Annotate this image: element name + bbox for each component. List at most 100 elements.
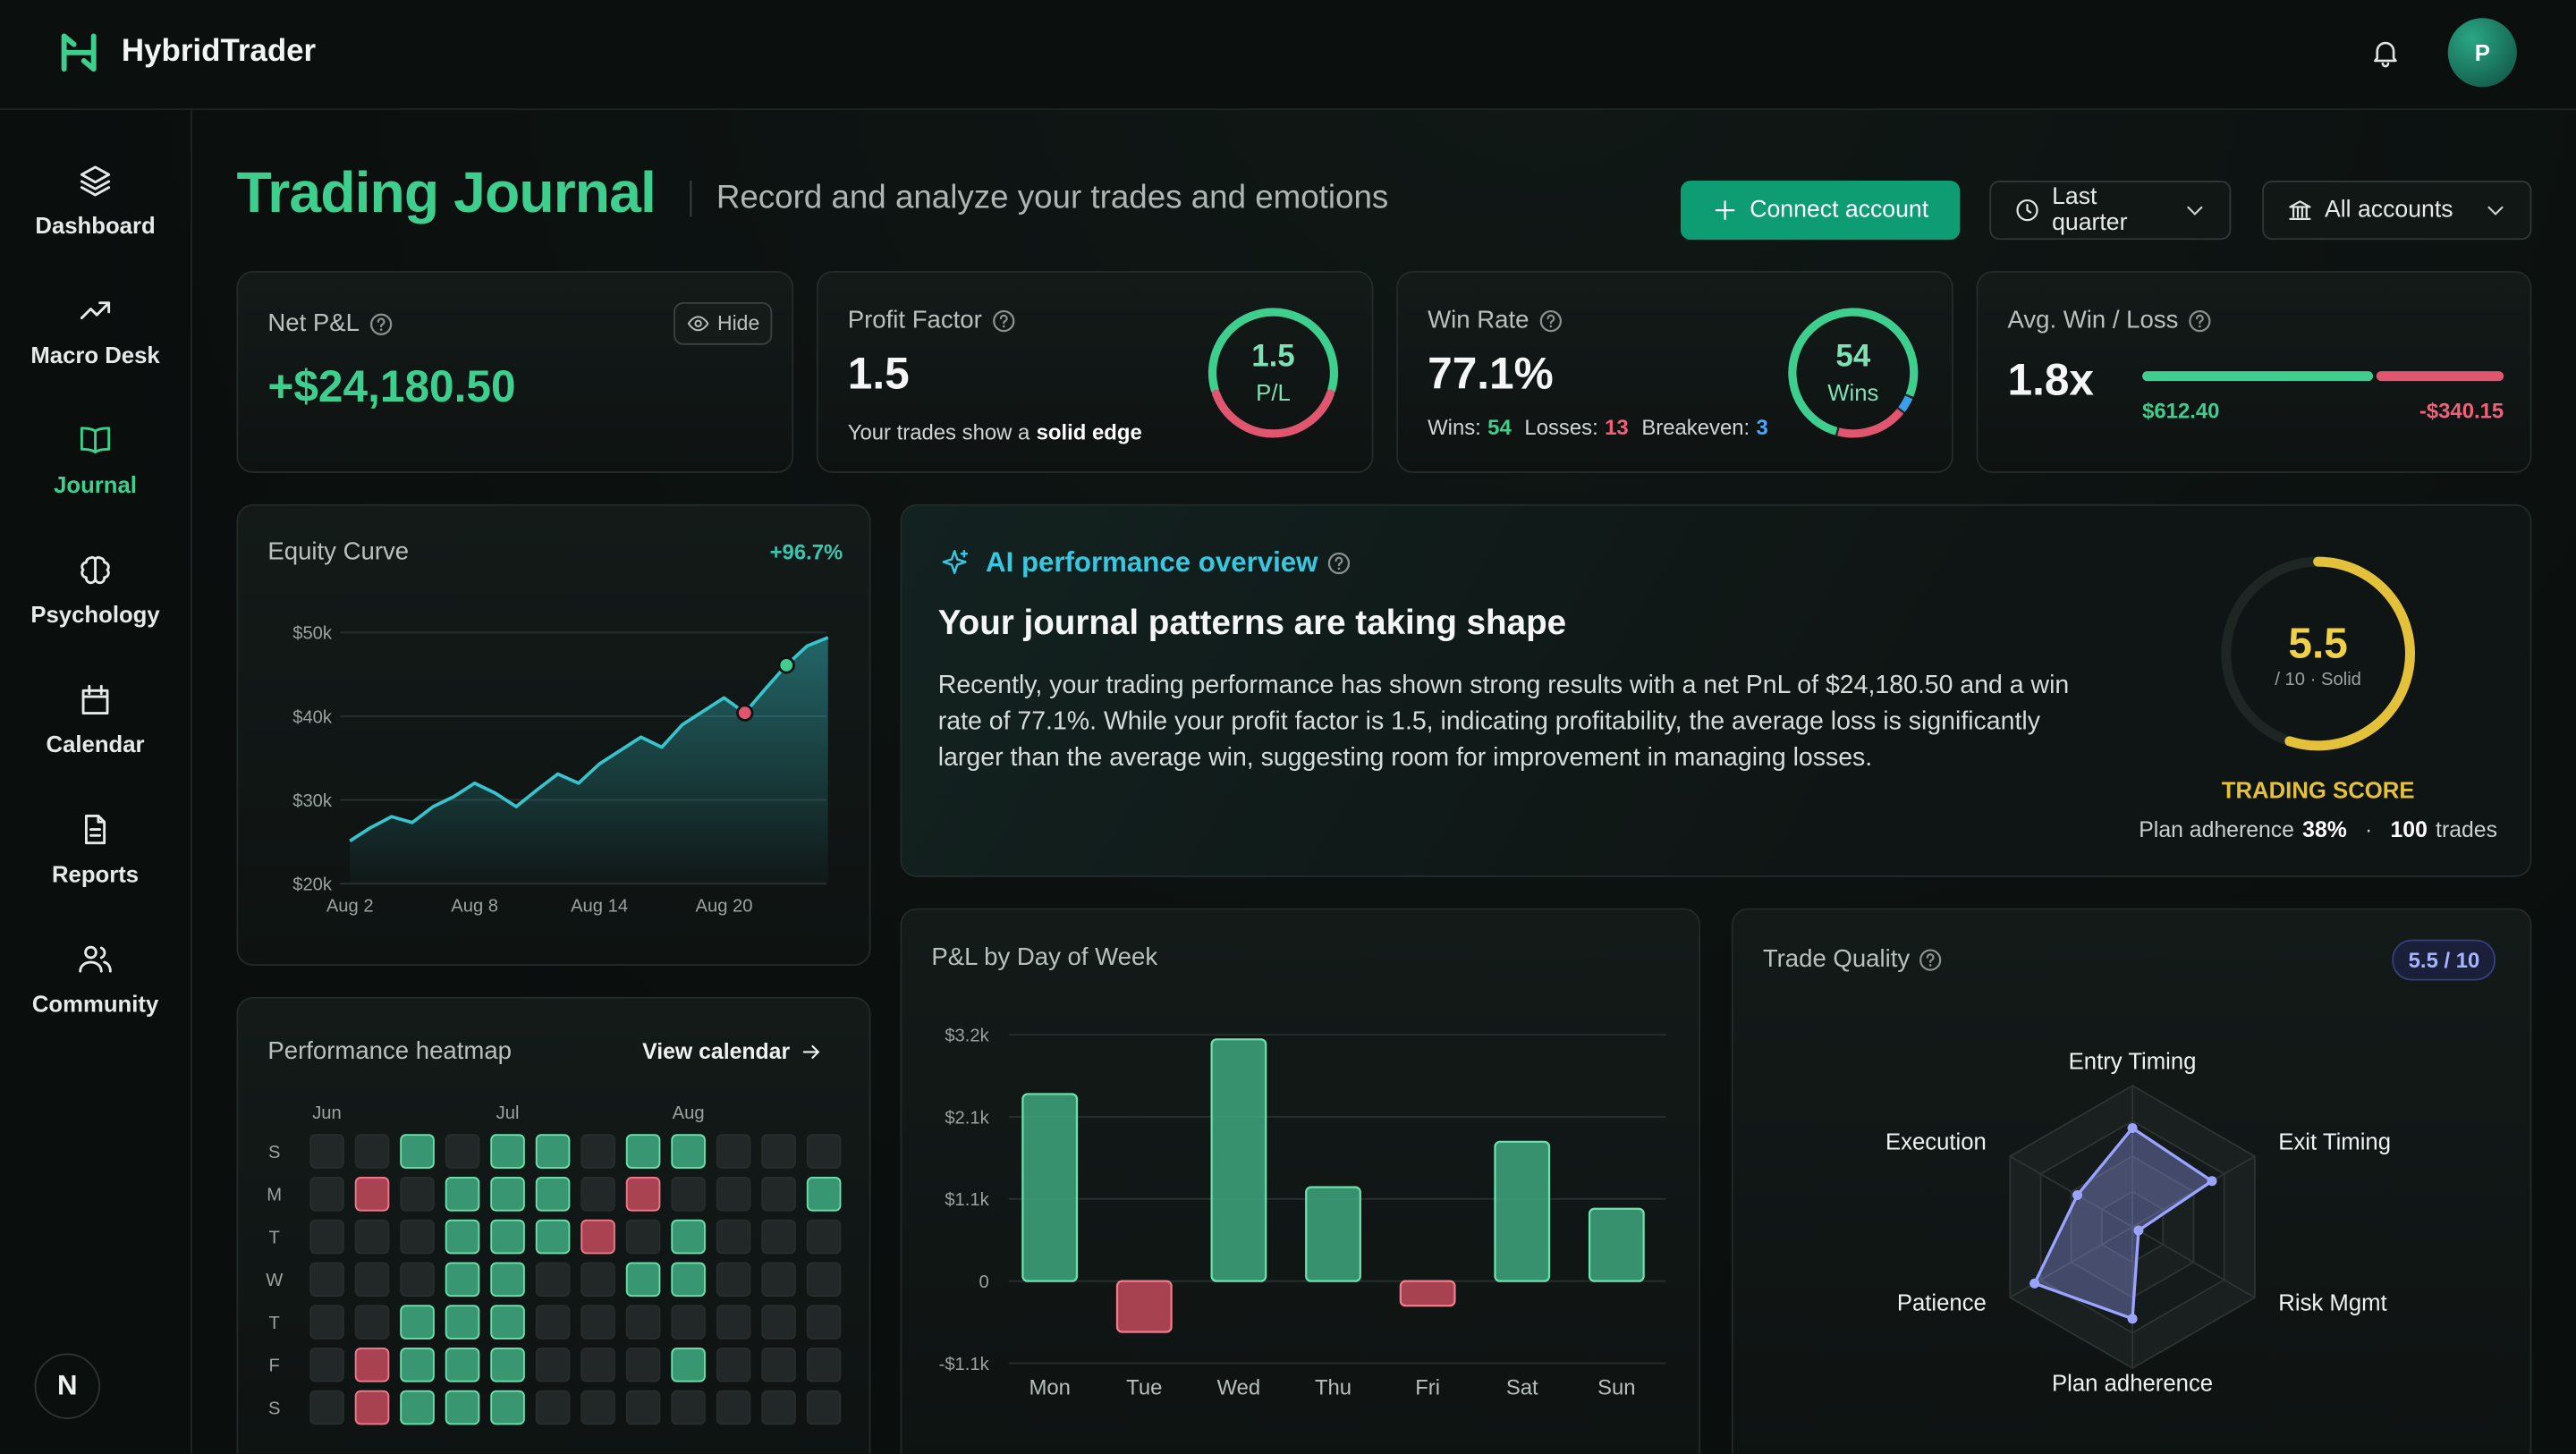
month-label: Jul	[496, 1103, 520, 1123]
sparkle-icon	[942, 550, 969, 574]
y-tick-label: $3.2k	[945, 1026, 989, 1045]
heat-cell	[309, 1262, 344, 1298]
brand: HybridTrader	[121, 34, 317, 70]
bell	[2374, 41, 2397, 68]
help-icon	[1919, 948, 1943, 970]
heatmap-grid: Jun Jul Aug S M T W T F S	[266, 1103, 842, 1425]
nav-label: Community	[31, 990, 159, 1017]
nav-icon	[84, 814, 106, 845]
heat-cell	[400, 1262, 435, 1298]
nav-label: Journal	[54, 471, 137, 498]
chevron-path	[2487, 206, 2504, 216]
nav-label: Calendar	[46, 731, 145, 757]
heat-cell	[580, 1348, 615, 1382]
dev-badge[interactable]: N	[34, 1353, 101, 1419]
heat-cell	[671, 1219, 706, 1255]
y-tick-label: -$1.1k	[939, 1355, 990, 1374]
heat-cell	[806, 1134, 842, 1169]
heat-cell	[716, 1219, 751, 1255]
nav-item[interactable]: Dashboard	[6, 145, 183, 253]
avg-win-label: $612.40	[2142, 398, 2220, 423]
accounts-select[interactable]: All accounts	[2262, 181, 2532, 241]
equity-plot: $20k $30k $40k $50k Aug 2 Aug 8 Aug 14 Aug 20	[292, 624, 829, 916]
help-dot	[379, 327, 383, 331]
score-title: TRADING SCORE	[2221, 776, 2415, 804]
help-icon	[2189, 309, 2211, 332]
equity-marker	[777, 656, 795, 674]
period-select[interactable]: Last quarter	[1989, 181, 2232, 241]
heat-cell	[580, 1134, 615, 1169]
score-details: Plan adherence 38% · 100 trades	[2139, 817, 2497, 842]
heat-cell	[490, 1390, 525, 1425]
ai-title: AI performance overview	[986, 546, 1318, 579]
day-label: S	[268, 1143, 280, 1162]
kpi-label-row: Win Rate	[1428, 307, 1562, 334]
nav-item[interactable]: Macro Desk	[6, 275, 183, 383]
avatar-initial: P	[2474, 39, 2490, 66]
help-dot	[1929, 963, 1933, 966]
nav-label: Dashboard	[35, 211, 156, 239]
heat-cell	[806, 1219, 842, 1255]
help-icon	[1539, 309, 1562, 332]
heat-cell	[671, 1177, 706, 1212]
help-icon	[992, 309, 1014, 332]
sparkle-icon-path	[942, 550, 969, 574]
help-ring	[992, 309, 1014, 332]
heat-cell	[761, 1219, 796, 1255]
heat-cell	[716, 1262, 751, 1298]
heat-cell	[625, 1134, 661, 1169]
avatar[interactable]: P	[2447, 18, 2517, 88]
nav-item[interactable]: Calendar	[6, 664, 183, 772]
nav-icon	[80, 301, 111, 319]
kpi-note: Your trades show a solid edge	[848, 419, 1142, 444]
chart-title: Equity Curve	[267, 537, 410, 566]
bar	[1210, 1038, 1267, 1282]
gauge-label: Wins	[1827, 379, 1879, 406]
nav-item[interactable]: Psychology	[6, 534, 183, 642]
nav-icon	[80, 556, 110, 585]
period-select-icon	[2016, 199, 2038, 222]
radar-point	[2072, 1189, 2083, 1201]
radar-spoke	[2131, 1226, 2256, 1298]
nav-icon	[80, 165, 111, 197]
trades-value: 100	[2390, 816, 2428, 842]
heat-cell	[671, 1348, 706, 1382]
heat-cell	[761, 1348, 796, 1382]
radar-point	[2029, 1278, 2040, 1289]
kpi-label: Profit Factor	[847, 306, 982, 334]
help-mark	[999, 313, 1008, 324]
period-select-icon-path	[2016, 199, 2038, 222]
heat-cell	[445, 1134, 480, 1169]
title-divider	[690, 181, 692, 217]
radar-point	[2133, 1225, 2144, 1236]
heat-cell	[806, 1262, 842, 1298]
breakdown-breakeven-label: Breakeven:	[1641, 414, 1750, 440]
heat-cell	[400, 1390, 435, 1425]
heat-cell	[625, 1348, 661, 1382]
nav-item[interactable]: Reports	[6, 793, 183, 901]
page-title: Trading Journal	[236, 161, 656, 225]
heat-cell	[761, 1262, 796, 1298]
heat-cell	[354, 1348, 390, 1382]
heat-cell	[490, 1305, 525, 1340]
heat-cell	[309, 1305, 344, 1340]
heat-cell	[761, 1390, 796, 1425]
kpi-label-row: Profit Factor	[848, 307, 1015, 334]
score-caption: / 10 · Solid	[2275, 670, 2361, 690]
help-ring	[2189, 309, 2211, 332]
avg-win-loss-card: Avg. Win / Loss 1.8x $612.40 -$340.15	[1976, 271, 2532, 473]
nav-item[interactable]: Journal	[6, 404, 183, 512]
x-tick-label: Aug 2	[326, 896, 374, 916]
heat-cell	[716, 1134, 751, 1169]
kpi-label: Win Rate	[1428, 306, 1530, 334]
help-dot	[1002, 324, 1004, 327]
nav-item[interactable]: Community	[6, 923, 183, 1031]
accounts-select-icon-path	[2289, 200, 2311, 221]
connect-button[interactable]: Connect account	[1680, 181, 1961, 241]
equity-card: Equity Curve +96.7% $20k $30k $40k $50k Aug 2 A…	[236, 503, 871, 967]
hide-button[interactable]: Hide	[674, 301, 773, 345]
ai-title-row: AI performance overview	[986, 547, 1351, 580]
equity-area	[350, 637, 828, 884]
view-calendar-link[interactable]: View calendar	[642, 1039, 823, 1063]
heat-cell	[400, 1177, 435, 1212]
